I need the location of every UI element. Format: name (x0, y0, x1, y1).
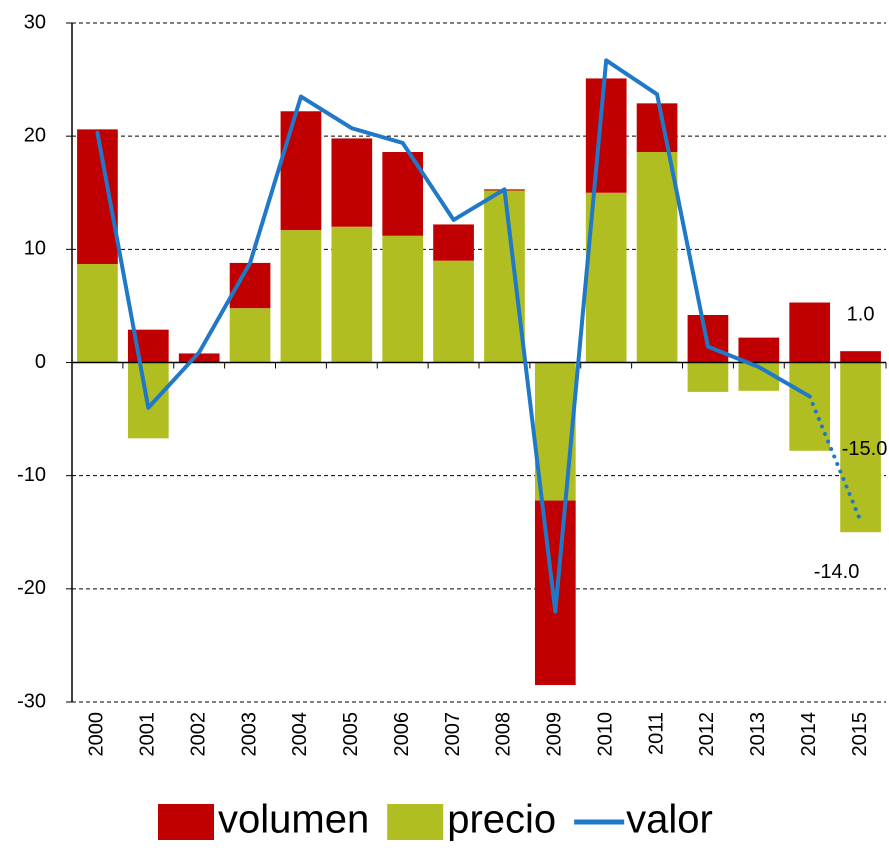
bar (77, 129, 118, 265)
x-tick-label: 2013 (747, 712, 769, 757)
bar (840, 362, 881, 533)
y-tick-label: 30 (24, 11, 46, 33)
bar (585, 78, 627, 193)
bar (178, 353, 220, 363)
x-tick-label: 2014 (798, 712, 820, 757)
y-tick-label: -10 (17, 464, 46, 486)
y-tick-label: -20 (17, 577, 46, 599)
legend-swatch (158, 804, 214, 840)
bar (229, 308, 271, 363)
y-tick-label: 0 (35, 351, 46, 373)
bar (636, 103, 678, 153)
x-tick-label: 2002 (187, 712, 209, 757)
x-tick-label: 2010 (594, 712, 616, 757)
x-tick-label: 2005 (340, 712, 362, 757)
legend-label: valor (626, 798, 713, 842)
line (95, 58, 812, 614)
x-tick-label: 2004 (289, 712, 311, 757)
x-tick-label: 2007 (442, 712, 464, 757)
bar (433, 224, 474, 261)
x-tick-label: 2006 (391, 712, 413, 757)
legend-label: precio (447, 798, 556, 842)
bar (280, 111, 322, 231)
bar (789, 362, 831, 451)
x-tick-label: 2012 (696, 712, 718, 757)
bar (636, 152, 678, 363)
bar (382, 235, 424, 363)
bar (840, 351, 881, 363)
bar (789, 302, 831, 363)
bar (331, 226, 373, 363)
x-tick-label: 2000 (86, 712, 108, 757)
legend-swatch (387, 804, 444, 840)
x-tick-label: 2009 (544, 712, 566, 757)
bar (77, 264, 118, 363)
y-tick-label: -30 (17, 690, 46, 712)
bar (280, 230, 322, 363)
bar (687, 362, 729, 392)
data-label: 1.0 (847, 303, 875, 325)
x-tick-label: 2015 (849, 712, 871, 757)
y-tick-label: 10 (24, 238, 46, 260)
legend-label: volumen (218, 798, 369, 842)
bar (331, 138, 373, 227)
bar (738, 337, 780, 363)
bar (433, 260, 474, 363)
bar (484, 190, 525, 363)
data-label: -15.0 (842, 438, 888, 460)
y-tick-label: 20 (24, 124, 46, 146)
x-tick-label: 2011 (645, 712, 667, 755)
line-projection (807, 394, 863, 523)
x-tick-label: 2008 (493, 712, 515, 757)
x-tick-label: 2003 (238, 712, 260, 757)
data-label: -14.0 (814, 561, 860, 583)
x-tick-label: 2001 (137, 712, 159, 757)
